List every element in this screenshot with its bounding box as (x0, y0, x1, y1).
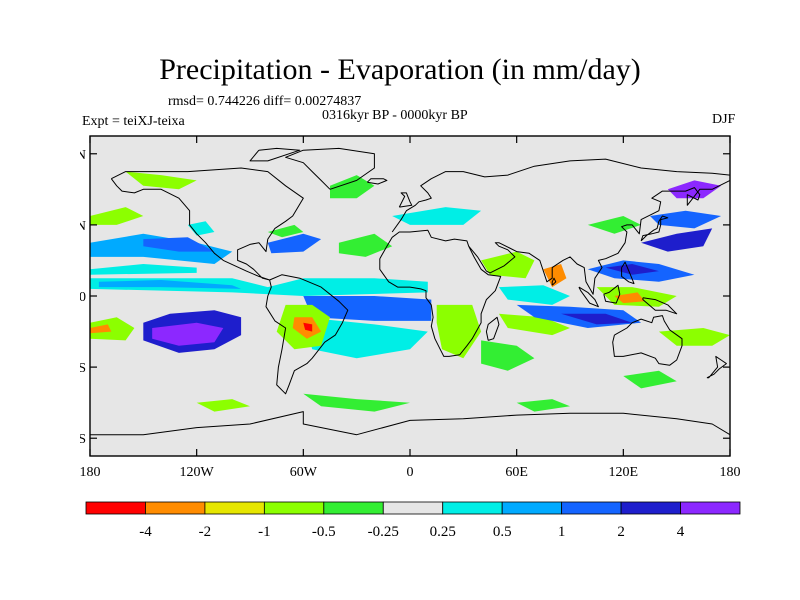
pme-contour-region (561, 313, 633, 325)
coastline (249, 147, 301, 162)
colorbar-swatch (620, 501, 681, 515)
lon-tick-label: 60E (505, 465, 528, 476)
colorbar-swatch (323, 501, 384, 515)
rmsd-label: rmsd= 0.744226 diff= 0.00274837 (168, 94, 362, 109)
colorbar-label: 1 (558, 524, 566, 540)
pme-contour-region (658, 328, 730, 346)
colorbar-label: 0.25 (430, 524, 456, 540)
colorbar-label: 4 (677, 524, 685, 540)
pme-contour-region (641, 228, 713, 252)
pme-contour-region (587, 216, 642, 234)
lon-tick-label: 120E (609, 465, 639, 476)
pme-contour-region (303, 322, 313, 332)
coastline (468, 179, 730, 295)
colorbar-swatch (204, 501, 265, 515)
pme-contour-region (392, 207, 482, 225)
pme-contour-region (125, 171, 197, 190)
pme-contour-region (143, 237, 215, 252)
coastline (551, 277, 557, 286)
coastline (612, 315, 683, 366)
season-label: DJF (712, 112, 736, 127)
colorbar-swatch (561, 501, 622, 515)
coastline (603, 284, 621, 304)
pme-contour-region (498, 285, 570, 305)
colorbar-label: 2 (617, 524, 625, 540)
pme-contour-region (516, 399, 570, 412)
pme-contour-region (543, 264, 567, 288)
lon-tick-label: 60W (290, 465, 318, 476)
pme-contour-region (303, 393, 410, 412)
colorbar-swatch (85, 501, 146, 515)
colorbar-label: 0.5 (493, 524, 512, 540)
pme-contour-region (605, 264, 659, 275)
colorbar-swatch (145, 501, 206, 515)
lat-tick-label: 80S (80, 432, 86, 447)
coastline (485, 316, 500, 341)
map-title: Precipitation - Evaporation (in mm/day) (159, 53, 641, 86)
colorbar-swatch (501, 501, 563, 515)
lon-tick-label: 180 (720, 465, 741, 476)
colorbar-label: -2 (199, 524, 212, 540)
field-layer (90, 147, 730, 436)
pme-contour-region (90, 264, 197, 275)
pme-contour-region (90, 317, 135, 341)
pme-contour-region (303, 317, 428, 359)
pme-contour-region (481, 251, 535, 279)
colorbar-label: -4 (139, 524, 152, 540)
colorbar-swatch (382, 501, 444, 515)
coastline (640, 215, 669, 242)
colorbar: -4 -2 -1 -0.5 -0.25 0.25 0.5 1 2 4 (85, 501, 741, 540)
coastline (366, 178, 388, 185)
coastline (265, 274, 349, 395)
pme-contour-region (90, 324, 112, 334)
pme-contour-region (436, 304, 482, 359)
pme-contour-region (614, 292, 645, 304)
colorbar-swatch (263, 501, 325, 515)
pme-contour-region (152, 322, 224, 346)
colorbar-label: -0.5 (312, 524, 336, 540)
experiment-label: Expt = teiXJ-teixa (82, 114, 185, 129)
coastline (706, 355, 727, 379)
pme-contour-region (267, 233, 322, 254)
colorbar-label: -0.25 (368, 524, 399, 540)
pme-contour-region (303, 296, 432, 321)
pme-contour-region (90, 207, 144, 225)
pme-contour-region (338, 233, 393, 257)
pme-contour-region (623, 370, 677, 389)
lon-tick-label: 180 (80, 465, 101, 476)
pme-contour-region (196, 399, 250, 412)
colorbar-swatch (680, 501, 741, 515)
coastline (398, 192, 413, 208)
coastline (642, 297, 678, 315)
pme-contour-region (650, 210, 722, 229)
lon-tick-label: 0 (407, 465, 414, 476)
pme-contour-region (667, 180, 722, 199)
coastline (379, 229, 502, 357)
map-plot: 80N 40N 0 40S 80S 180 120W 60W 0 60E 120E 180 (80, 135, 741, 476)
colorbar-swatch (442, 501, 503, 515)
pme-contour-region (267, 224, 304, 238)
pme-contour-region (187, 221, 215, 236)
lat-tick-label: 40N (80, 219, 86, 234)
lat-tick-label: 80N (80, 148, 86, 163)
pme-contour-region (98, 280, 242, 289)
lat-tick-label: 0 (80, 290, 86, 305)
lon-tick-label: 120W (180, 465, 215, 476)
pme-contour-region (481, 340, 535, 371)
pme-contour-region (498, 313, 570, 336)
coastline (621, 261, 635, 285)
period-label: 0316kyr BP - 0000kyr BP (322, 108, 468, 123)
lat-tick-label: 40S (80, 361, 86, 376)
coastline (110, 167, 304, 281)
pme-contour-region (330, 175, 375, 199)
coastline (578, 286, 599, 308)
coastline (285, 147, 375, 190)
coastline (391, 158, 730, 233)
pme-contour-region (90, 233, 233, 264)
coastline (90, 411, 730, 436)
colorbar-label: -1 (258, 524, 271, 540)
